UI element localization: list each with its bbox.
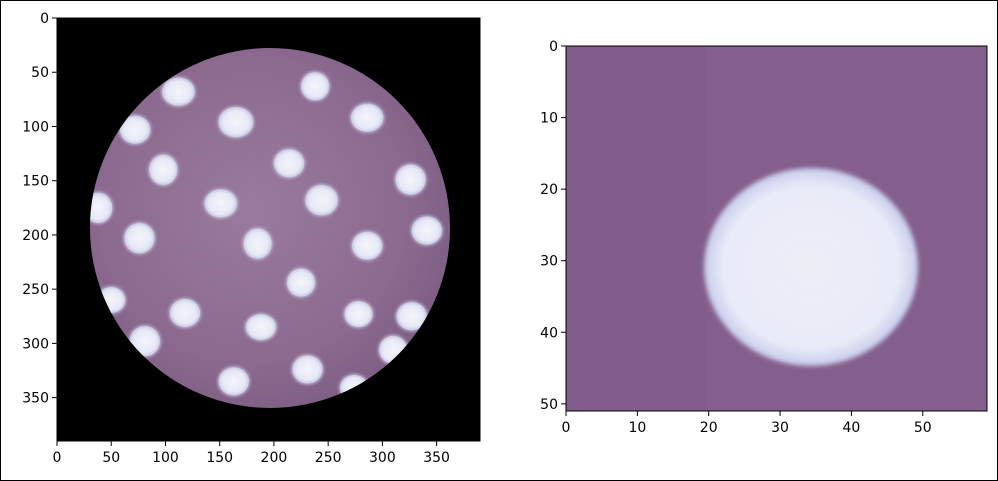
x-tick-label: 0 [53,450,62,466]
x-tick-label: 300 [369,450,396,466]
colony [411,216,443,245]
colony [169,298,201,328]
colony [350,103,384,132]
right-axes-frame [565,45,988,412]
y-tick-label: 250 [22,282,49,298]
x-tick-label: 150 [206,450,233,466]
colony [305,185,338,216]
x-tick-label: 10 [628,420,646,436]
colony [245,314,277,341]
crop-colony [708,172,914,362]
x-tick-label: 0 [562,420,571,436]
right-y-axis: 0 10 20 30 40 50 [540,39,566,413]
left-x-axis: 0 50 100 150 200 250 300 350 [53,441,450,466]
x-tick-label: 250 [315,450,342,466]
x-tick-label: 350 [423,450,450,466]
y-tick-label: 40 [540,325,558,341]
colony [395,164,426,195]
y-tick-label: 50 [31,65,49,81]
x-tick-label: 100 [152,450,179,466]
colony [218,367,249,396]
x-tick-label: 20 [700,420,718,436]
y-tick-label: 50 [540,397,558,413]
x-tick-label: 30 [771,420,789,436]
x-tick-label: 50 [914,420,932,436]
left-y-axis: 0 50 100 150 200 250 300 350 [22,11,57,407]
colony [301,72,330,101]
colony [352,231,383,260]
colony [396,302,427,331]
y-tick-label: 30 [540,254,558,270]
y-tick-label: 300 [22,336,49,352]
y-tick-label: 20 [540,182,558,198]
left-panel: 0 50 100 150 200 250 300 350 0 50 100 150 200 250 300… [22,11,481,466]
colony [162,77,195,106]
x-tick-label: 50 [102,450,120,466]
y-tick-label: 350 [22,391,49,407]
right-x-axis: 0 10 20 30 40 50 [562,411,932,436]
colony [243,228,272,259]
y-tick-label: 150 [22,174,49,190]
colony [129,326,161,357]
y-tick-label: 10 [540,111,558,127]
colony [292,355,323,384]
colony [286,268,316,297]
x-tick-label: 40 [843,420,861,436]
left-axes-frame [56,17,481,442]
colony [149,154,178,186]
y-tick-label: 0 [549,39,558,55]
y-tick-label: 100 [22,119,49,135]
colony [124,222,155,254]
culture-dish [90,48,450,408]
colony [344,301,373,328]
right-panel: 0 10 20 30 40 50 0 10 20 30 40 50 [540,39,988,436]
colony [204,189,238,218]
colony [218,106,254,138]
y-tick-label: 200 [22,228,49,244]
y-tick-label: 0 [40,11,49,27]
colony [119,115,151,144]
x-tick-label: 200 [261,450,288,466]
colony [273,149,305,178]
